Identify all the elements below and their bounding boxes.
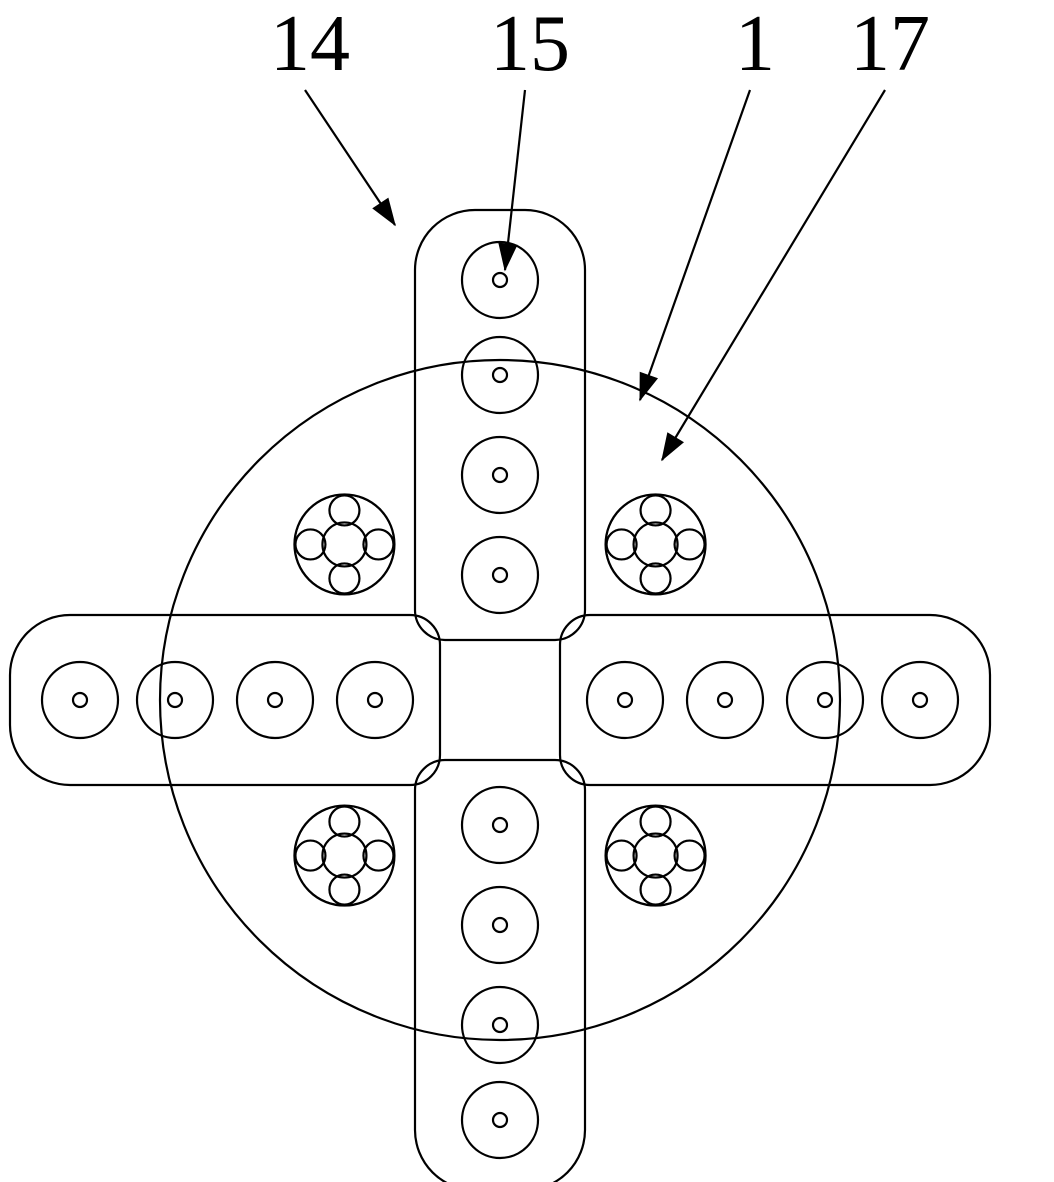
- nozzle-hub: [322, 834, 366, 878]
- cutter-outer: [462, 1082, 538, 1158]
- arm-outline: [415, 210, 585, 640]
- body-circle: [160, 360, 840, 1040]
- nozzle-petal: [329, 563, 359, 593]
- cutter-inner: [718, 693, 732, 707]
- nozzle-petal: [607, 841, 637, 871]
- callout-label: 15: [490, 0, 570, 88]
- cutter-outer: [137, 662, 213, 738]
- cutter-outer: [237, 662, 313, 738]
- arm: [560, 615, 990, 785]
- cutter-outer: [462, 437, 538, 513]
- arm-outline: [10, 615, 440, 785]
- nozzle-petal: [641, 875, 671, 905]
- cutter-outer: [462, 537, 538, 613]
- nozzle: [606, 806, 706, 906]
- cutter-outer: [787, 662, 863, 738]
- cutter-outer: [687, 662, 763, 738]
- cutter-inner: [168, 693, 182, 707]
- nozzle-petal: [363, 529, 393, 559]
- cutter-inner: [493, 568, 507, 582]
- nozzle-hub: [634, 834, 678, 878]
- cutter-outer: [42, 662, 118, 738]
- arm-outline: [560, 615, 990, 785]
- nozzle-petal: [607, 529, 637, 559]
- cutter-outer: [337, 662, 413, 738]
- nozzle-hub: [634, 522, 678, 566]
- cutter-inner: [493, 273, 507, 287]
- leader-line: [640, 90, 750, 400]
- drill-bit-diagram: [10, 210, 990, 1182]
- nozzle-petal: [675, 841, 705, 871]
- cutter-inner: [913, 693, 927, 707]
- nozzle: [294, 806, 394, 906]
- callout-label: 17: [850, 0, 930, 88]
- nozzle-petal: [295, 529, 325, 559]
- nozzle-petal: [675, 529, 705, 559]
- arm: [415, 210, 585, 640]
- nozzle-petal: [641, 807, 671, 837]
- leader-arrowhead: [499, 243, 517, 270]
- leader-arrowhead: [373, 198, 395, 225]
- leader-line: [505, 90, 525, 270]
- nozzle: [294, 494, 394, 594]
- nozzle-petal: [329, 875, 359, 905]
- arm: [415, 760, 585, 1182]
- nozzle-petal: [363, 841, 393, 871]
- nozzle-petal: [329, 495, 359, 525]
- nozzle-petal: [329, 807, 359, 837]
- cutter-inner: [368, 693, 382, 707]
- nozzle: [606, 494, 706, 594]
- leader-arrowhead: [640, 372, 657, 400]
- leader-line: [662, 90, 885, 460]
- cutter-outer: [462, 787, 538, 863]
- cutter-outer: [462, 337, 538, 413]
- cutter-inner: [493, 1113, 507, 1127]
- nozzle-petal: [641, 495, 671, 525]
- nozzle-petal: [641, 563, 671, 593]
- cutter-outer: [462, 887, 538, 963]
- cutter-inner: [818, 693, 832, 707]
- cutter-inner: [493, 918, 507, 932]
- nozzle-petal: [295, 841, 325, 871]
- cutter-inner: [493, 1018, 507, 1032]
- cutter-inner: [493, 818, 507, 832]
- cutter-inner: [73, 693, 87, 707]
- cutter-outer: [587, 662, 663, 738]
- arm: [10, 615, 440, 785]
- leader-arrowhead: [662, 433, 683, 460]
- cutter-inner: [493, 468, 507, 482]
- cutter-outer: [462, 242, 538, 318]
- cutter-inner: [268, 693, 282, 707]
- cutter-outer: [462, 987, 538, 1063]
- arm-outline: [415, 760, 585, 1182]
- cutter-inner: [493, 368, 507, 382]
- cutter-inner: [618, 693, 632, 707]
- callout-label: 1: [735, 0, 775, 88]
- callout-label: 14: [270, 0, 350, 88]
- nozzle-hub: [322, 522, 366, 566]
- cutter-outer: [882, 662, 958, 738]
